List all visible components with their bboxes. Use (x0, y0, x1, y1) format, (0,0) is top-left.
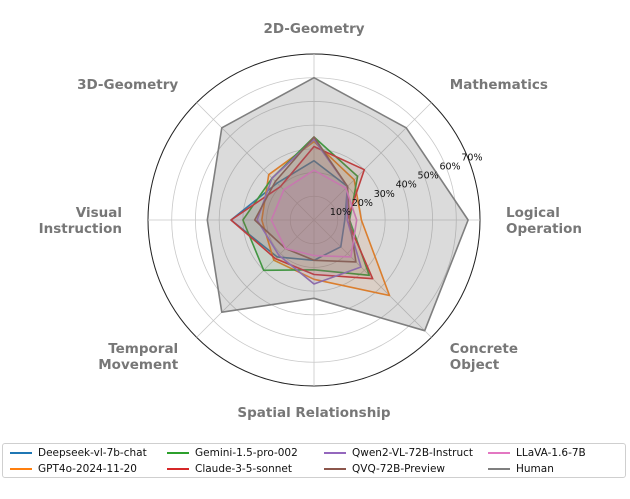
axis-label-concrete-object: Concrete Object (450, 341, 518, 373)
legend-swatch (167, 452, 189, 454)
tick-label: 60% (439, 162, 460, 173)
legend-label: Claude-3-5-sonnet (195, 463, 292, 475)
legend-swatch (10, 468, 32, 470)
legend-item-llava-1-6-7b: LLaVA-1.6-7B (488, 446, 586, 460)
spoke-3d-geometry (196, 102, 315, 221)
tick-label: 30% (374, 189, 395, 200)
legend-item-gpt4o-2024-11-20: GPT4o-2024-11-20 (10, 462, 137, 476)
legend-label: Deepseek-vl-7b-chat (38, 447, 147, 459)
tick-label: 20% (352, 198, 373, 209)
legend-label: LLaVA-1.6-7B (516, 447, 586, 459)
legend-item-claude-3-5-sonnet: Claude-3-5-sonnet (167, 462, 292, 476)
series-llava-1-6-7b (270, 169, 358, 258)
radial-tick-labels: 10%20%30%40%50%60%70% (330, 152, 483, 217)
legend-label: QVQ-72B-Preview (352, 463, 446, 475)
radar-series (206, 76, 469, 332)
legend-swatch (167, 468, 189, 470)
legend-swatch (324, 468, 346, 470)
axis-label-temporal-movement: Temporal Movement (98, 341, 178, 373)
spoke-mathematics (313, 102, 432, 221)
legend-item-gemini-1-5-pro-002: Gemini-1.5-pro-002 (167, 446, 298, 460)
legend-swatch (488, 452, 510, 454)
legend-item-deepseek-vl-7b-chat: Deepseek-vl-7b-chat (10, 446, 147, 460)
axis-label-mathematics: Mathematics (450, 77, 548, 93)
legend-swatch (324, 452, 346, 454)
axis-label-visual-instruction: Visual Instruction (39, 205, 122, 237)
series-human (206, 76, 469, 332)
tick-label: 70% (461, 152, 482, 163)
legend-label: Gemini-1.5-pro-002 (195, 447, 298, 459)
axis-label-logical-operation: Logical Operation (506, 205, 582, 237)
tick-label: 10% (330, 207, 351, 218)
legend-label: GPT4o-2024-11-20 (38, 463, 137, 475)
legend-label: Qwen2-VL-72B-Instruct (352, 447, 474, 459)
legend-label: Human (516, 463, 554, 475)
series-claude-3-5-sonnet (230, 145, 374, 280)
axis-label-2d-geometry: 2D-Geometry (263, 21, 364, 37)
legend: Deepseek-vl-7b-chat GPT4o-2024-11-20 Gemin… (2, 443, 626, 478)
axis-label-3d-geometry: 3D-Geometry (77, 77, 178, 93)
tick-label: 50% (418, 171, 439, 182)
legend-swatch (10, 452, 32, 454)
series-qvq-72b-preview (253, 136, 357, 263)
spoke-temporal-movement (196, 219, 315, 338)
legend-swatch (488, 468, 510, 470)
axis-label-spatial-relationship: Spatial Relationship (237, 405, 391, 421)
tick-label: 40% (396, 180, 417, 191)
legend-item-qwen2-vl-72b-instruct: Qwen2-VL-72B-Instruct (324, 446, 473, 460)
axis-labels: 2D-Geometry Mathematics Logical Operation Co… (39, 21, 582, 421)
legend-item-human: Human (488, 462, 554, 476)
legend-item-qvq-72b-preview: QVQ-72B-Preview (324, 462, 445, 476)
